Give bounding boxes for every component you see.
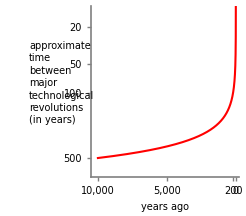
X-axis label: years ago: years ago xyxy=(141,202,189,212)
Text: approximate
time
between
major
technological
revolutions
(in years): approximate time between major technolog… xyxy=(29,41,94,125)
